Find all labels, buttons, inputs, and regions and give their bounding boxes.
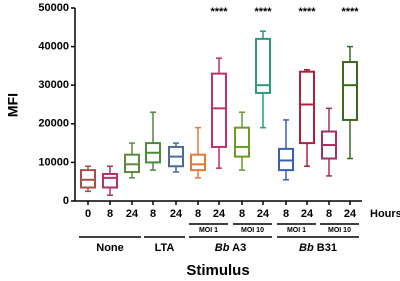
group-name: None [96, 242, 124, 254]
x-tick-label: 24 [170, 208, 183, 220]
x-tick-label: 24 [344, 208, 357, 220]
x-tick-label: 24 [126, 208, 139, 220]
group-name: LTA [155, 242, 175, 254]
subgroup-label: MOI 10 [328, 227, 351, 234]
y-tick-label: 40000 [38, 41, 69, 53]
y-tick-label: 10000 [38, 156, 69, 168]
x-unit: Hours [370, 208, 400, 220]
group-species: Bb [215, 242, 230, 254]
x-tick-label: 8 [107, 208, 113, 220]
box [234, 126, 250, 158]
box [342, 61, 358, 121]
subgroup-label: MOI 1 [199, 227, 218, 234]
box [102, 172, 118, 189]
subgroup-label: MOI 1 [287, 227, 306, 234]
significance: **** [341, 6, 359, 18]
x-tick-label: 8 [195, 208, 201, 220]
group-name: A3 [232, 242, 246, 254]
x-tick-label: 24 [257, 208, 270, 220]
x-tick-label: 0 [85, 208, 91, 220]
x-tick-label: 8 [326, 208, 332, 220]
group-label: None [96, 242, 124, 254]
x-tick-label: 24 [213, 208, 226, 220]
group-label: LTA [155, 242, 175, 254]
y-tick-label: 20000 [38, 118, 69, 130]
x-axis-title: Stimulus [186, 262, 249, 279]
x-tick-label: 8 [150, 208, 156, 220]
box [255, 37, 271, 94]
group-label: Bb A3 [215, 242, 246, 254]
y-tick-label: 50000 [38, 2, 69, 14]
subgroup-label: MOI 10 [241, 227, 264, 234]
significance: **** [254, 6, 272, 18]
group-name: B31 [317, 242, 337, 254]
y-tick-label: 0 [63, 195, 69, 207]
significance: **** [210, 6, 228, 18]
x-tick-label: 8 [283, 208, 289, 220]
box [299, 70, 315, 145]
y-axis-title: MFI [5, 93, 21, 117]
y-tick-label: 30000 [38, 79, 69, 91]
box [190, 153, 206, 172]
significance: **** [298, 6, 316, 18]
x-tick-label: 24 [301, 208, 314, 220]
group-species: Bb [299, 242, 314, 254]
box [211, 72, 227, 148]
x-tick-label: 8 [239, 208, 245, 220]
group-label: Bb B31 [299, 242, 337, 254]
